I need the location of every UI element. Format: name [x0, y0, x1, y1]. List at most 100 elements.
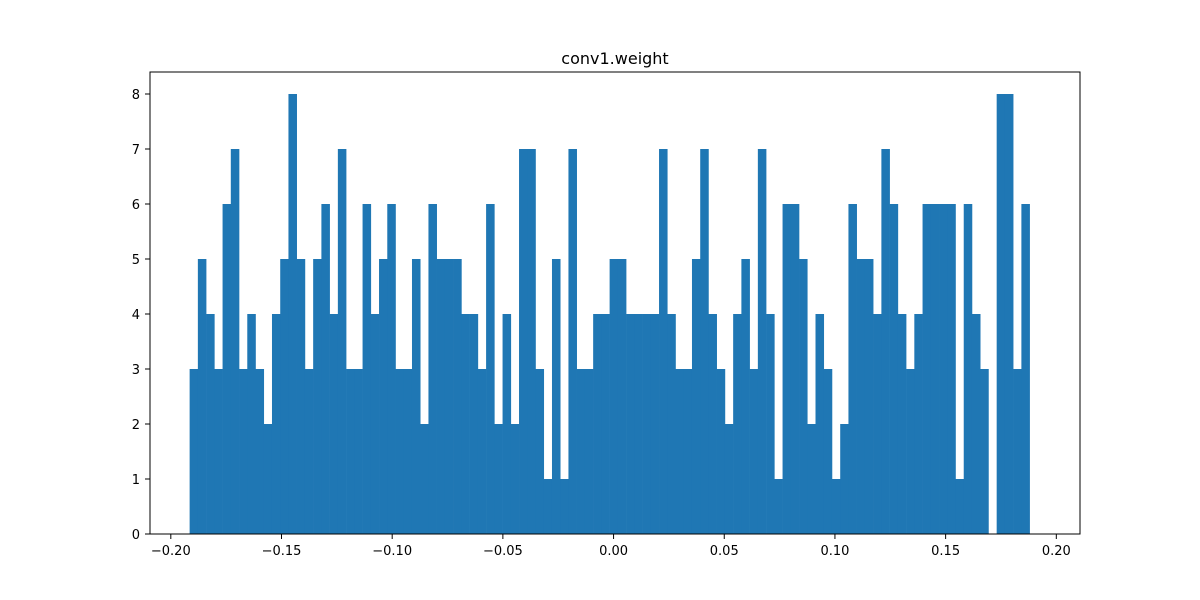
histogram-bar [922, 204, 932, 534]
histogram-bar [708, 314, 717, 534]
histogram-bar [897, 314, 907, 534]
histogram-bar [609, 259, 619, 534]
histogram-bar [230, 149, 240, 534]
histogram-bar [247, 314, 256, 534]
bars-group [189, 94, 1030, 534]
histogram-bar [354, 369, 363, 534]
histogram-bar [444, 259, 454, 534]
x-tick-label: 0.15 [931, 544, 960, 559]
histogram-bar [560, 479, 569, 534]
x-tick-label: −0.10 [372, 544, 412, 559]
x-axis: −0.20 −0.15 −0.10 −0.05 0.00 0.05 0.10 0.15 0.20 [151, 534, 1071, 559]
histogram-bar [362, 204, 372, 534]
histogram-bar [535, 369, 545, 534]
histogram-bar [691, 259, 701, 534]
histogram-bar [527, 149, 536, 534]
histogram-bar [543, 479, 553, 534]
histogram-bar [914, 314, 923, 534]
histogram-bar [551, 259, 561, 534]
histogram-bar [700, 149, 709, 534]
histogram-bar [420, 424, 429, 534]
histogram-bar [634, 314, 643, 534]
chart-title: conv1.weight [561, 49, 668, 68]
y-tick-label: 0 [132, 528, 140, 543]
histogram-bar [741, 259, 750, 534]
x-tick-label: −0.05 [483, 544, 523, 559]
histogram-bar [321, 204, 330, 534]
histogram-bar [403, 369, 413, 534]
histogram-bar [815, 314, 825, 534]
histogram-bar [766, 314, 775, 534]
histogram-bar [288, 94, 297, 534]
histogram-bar [313, 259, 322, 534]
histogram-bar [387, 204, 396, 534]
y-tick-label: 7 [132, 143, 140, 158]
histogram-bar [510, 424, 520, 534]
histogram-bar [296, 259, 306, 534]
histogram-bar [848, 204, 857, 534]
histogram-bar [749, 369, 759, 534]
histogram-bar [963, 204, 973, 534]
y-tick-label: 6 [132, 198, 140, 213]
histogram-bar [304, 369, 314, 534]
histogram-bar [667, 314, 676, 534]
histogram-bar [576, 369, 586, 534]
x-tick-label: 0.00 [599, 544, 628, 559]
histogram-bar [650, 314, 660, 534]
histogram-bar [881, 149, 890, 534]
histogram-bar [996, 94, 1006, 534]
histogram-bar [955, 479, 965, 534]
histogram-bar [906, 369, 915, 534]
histogram-bar [411, 259, 421, 534]
histogram-bar [774, 479, 783, 534]
histogram-bar [1013, 369, 1022, 534]
histogram-bar [930, 204, 940, 534]
histogram-bar [790, 204, 800, 534]
y-tick-label: 1 [132, 473, 140, 488]
y-axis: 0 1 2 3 4 5 6 7 8 [132, 88, 150, 543]
histogram-bar [222, 204, 232, 534]
histogram-bar [329, 314, 339, 534]
x-tick-label: −0.20 [151, 544, 191, 559]
plot-frame [149, 71, 1081, 535]
histogram-bar [724, 424, 734, 534]
histogram-bar [939, 204, 948, 534]
histogram-bar [831, 479, 841, 534]
histogram-bar [823, 369, 833, 534]
histogram-bar [642, 314, 652, 534]
histogram-bar [263, 424, 273, 534]
histogram-bar [395, 369, 405, 534]
histogram-bar [626, 314, 635, 534]
histogram-bar [214, 369, 223, 534]
histogram-bar [601, 314, 610, 534]
histogram-bar [206, 314, 215, 534]
histogram-bar [733, 314, 742, 534]
histogram-bar [675, 369, 685, 534]
histogram-bar [971, 314, 981, 534]
y-tick-label: 3 [132, 363, 140, 378]
histogram-bar [337, 149, 347, 534]
histogram-bar [239, 369, 248, 534]
histogram-bar [1004, 94, 1014, 534]
histogram-bar [502, 314, 512, 534]
histogram-bar [271, 314, 281, 534]
histogram-bar [379, 259, 388, 534]
histogram-bar [486, 204, 495, 534]
histogram-bar [840, 424, 849, 534]
x-tick-label: 0.10 [820, 544, 849, 559]
histogram-bar [716, 369, 726, 534]
y-tick-label: 4 [132, 308, 140, 323]
histogram-bar [370, 314, 380, 534]
histogram-bar [428, 204, 437, 534]
histogram-bar [453, 259, 462, 534]
histogram-bar [436, 259, 446, 534]
histogram-bar [280, 259, 289, 534]
histogram-bar [799, 259, 808, 534]
histogram-bar [864, 259, 874, 534]
histogram-bar [593, 314, 602, 534]
histogram-bar [782, 204, 792, 534]
histogram-bar [584, 369, 594, 534]
y-tick-label: 2 [132, 418, 140, 433]
